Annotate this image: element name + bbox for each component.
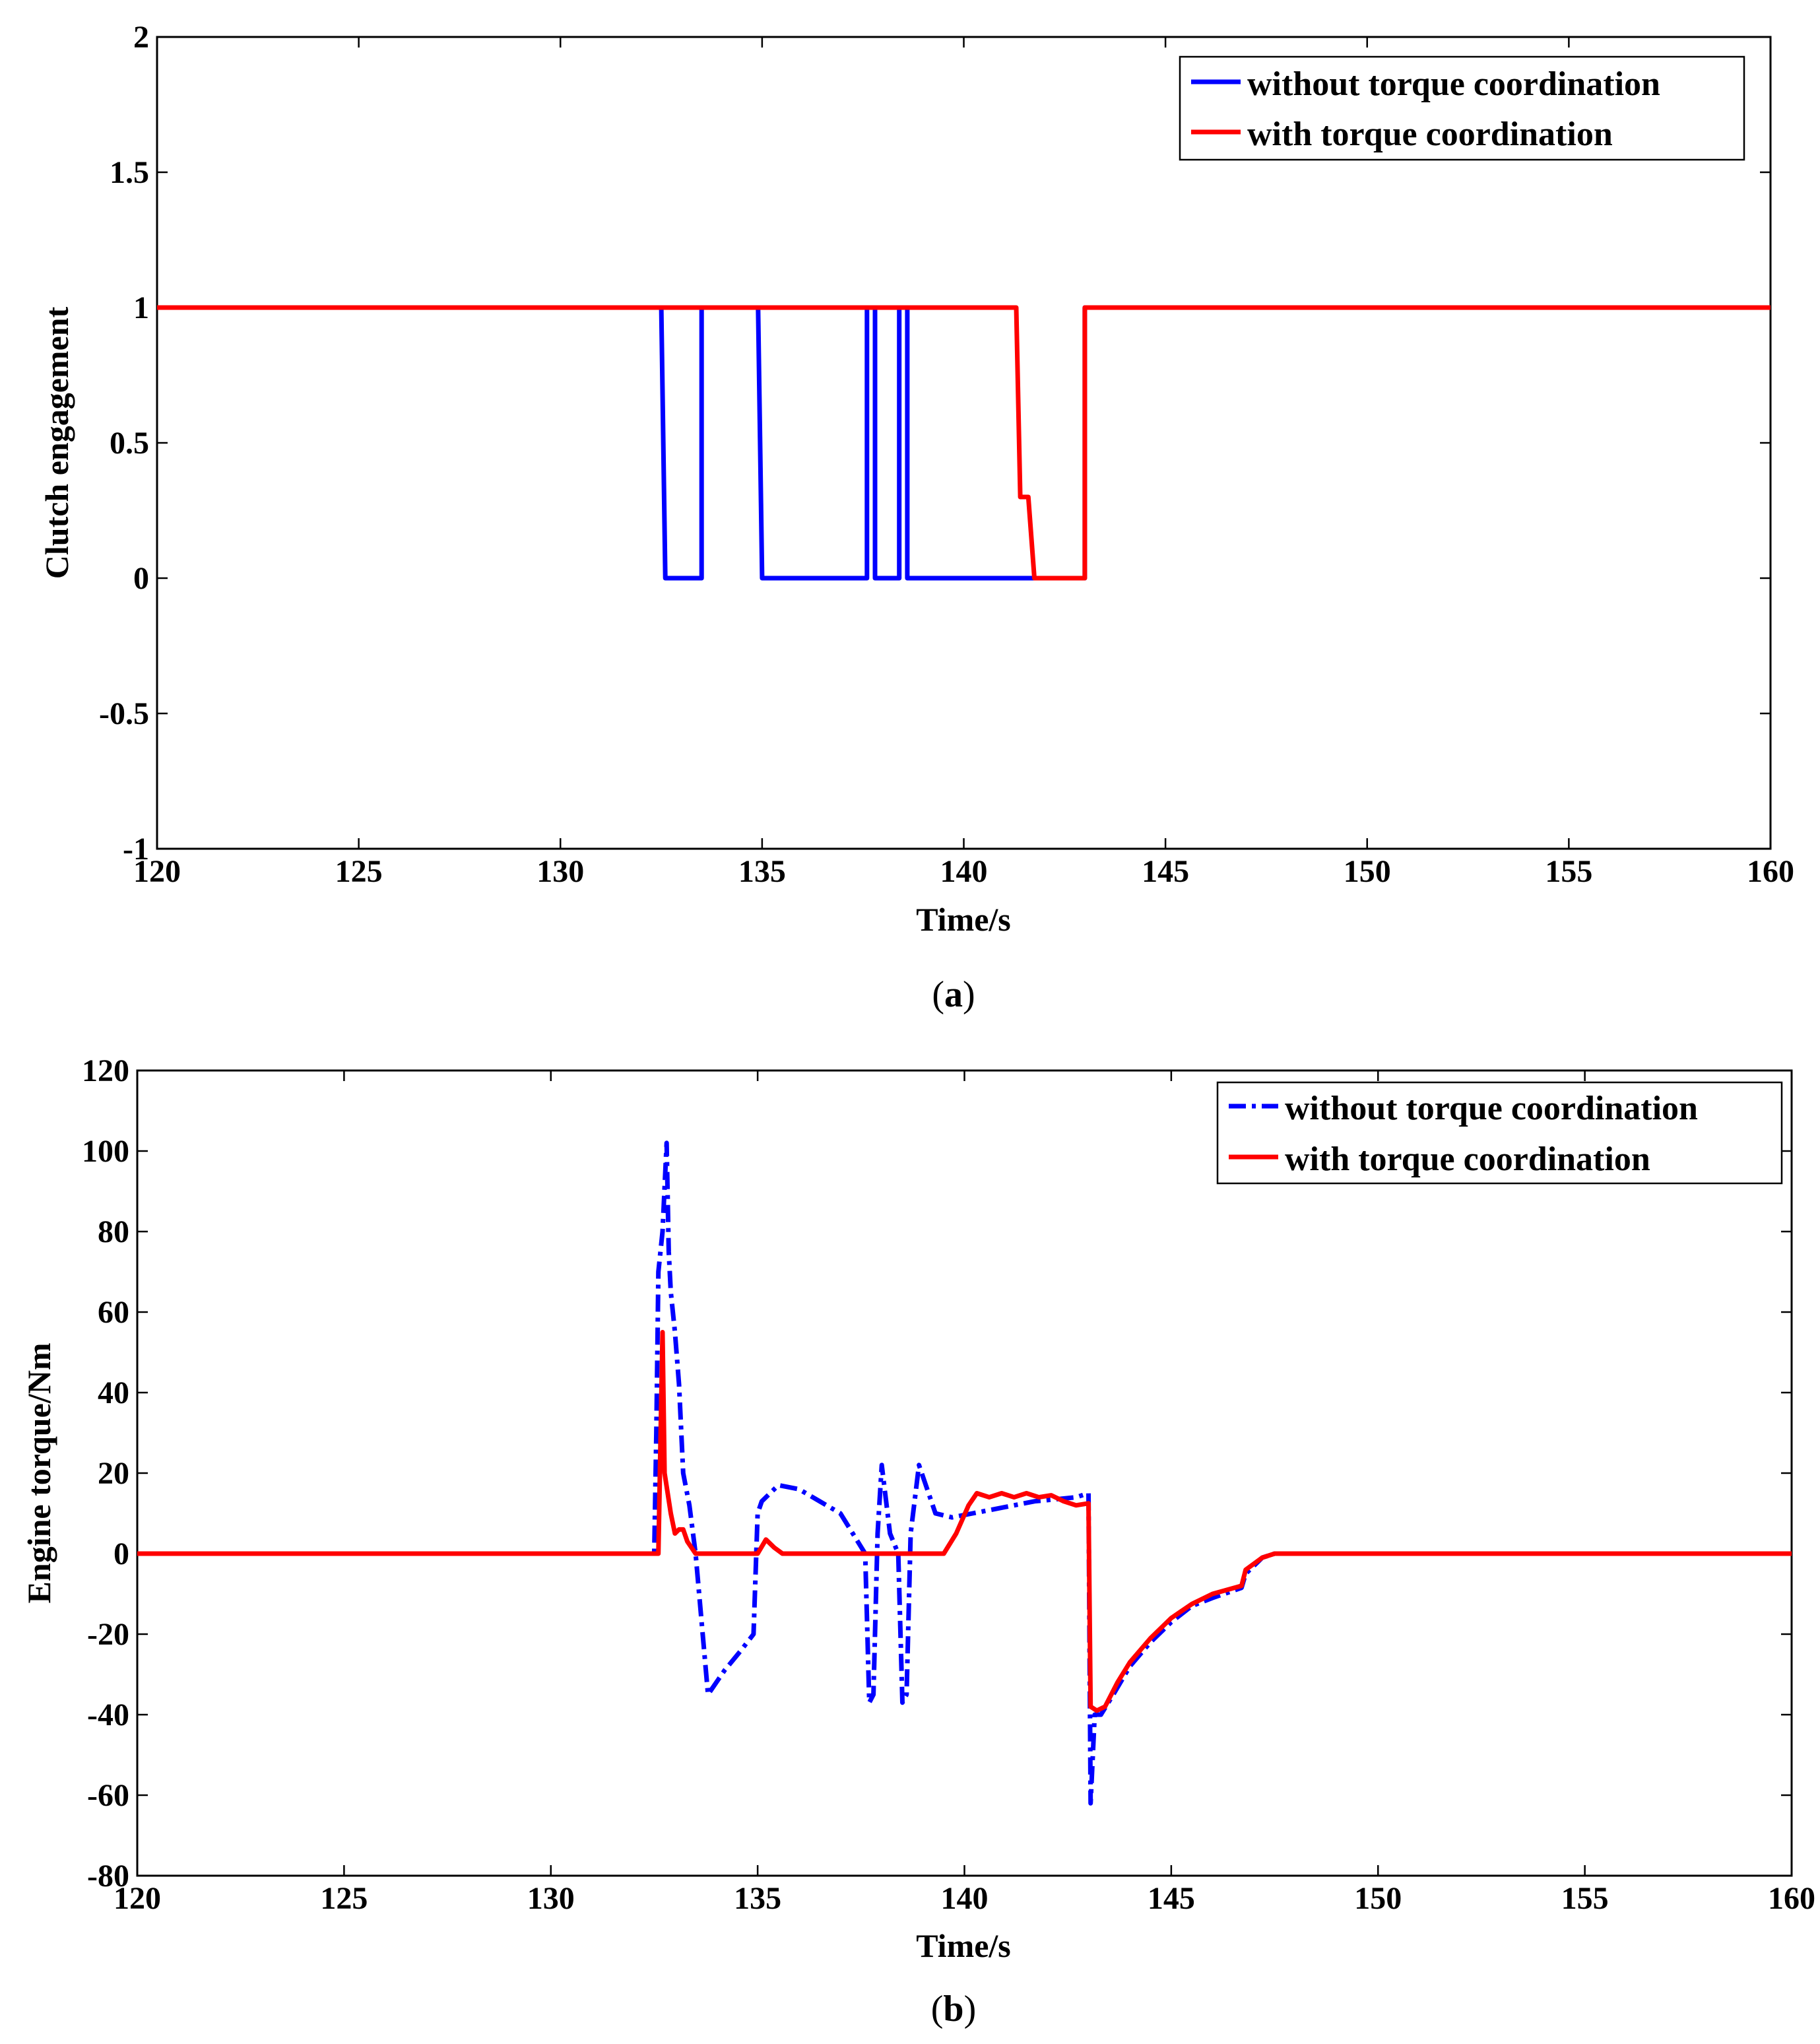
axis-ticks [156,36,1772,850]
y-tick-label: 0 [114,1536,129,1571]
x-tick-label: 140 [941,1881,989,1916]
plot-area-frame [136,1069,1793,1877]
y-tick-label: 60 [98,1295,129,1330]
legend-label-with: with torque coordination [1247,115,1613,153]
legend-label-with: with torque coordination [1285,1140,1650,1178]
caption-close: ) [964,1989,977,2029]
x-tick-label: 125 [335,854,383,889]
y-tick-label: -20 [87,1617,129,1652]
y-axis-label: Engine torque/Nm [20,1343,57,1604]
caption-close: ) [963,974,975,1015]
x-tick-label: 150 [1344,854,1391,889]
x-tick-label: 160 [1768,1881,1815,1916]
x-tick-label: 140 [940,854,988,889]
y-tick-label: 40 [98,1375,129,1410]
x-axis-label: Time/s [916,901,1011,938]
y-tick-label: -40 [87,1698,129,1732]
series-line-with-torque-coordination [137,1330,1792,1713]
y-tick-label: -1 [123,832,149,867]
y-tick-labels: -1 -0.5 0 0.5 1 1.5 2 [99,20,149,867]
legend-label-without: without torque coordination [1285,1090,1698,1127]
y-tick-label: -80 [87,1859,129,1894]
caption-letter: a [944,974,963,1015]
panel-caption-a: (a) [932,974,975,1015]
x-tick-label: 125 [320,1881,368,1916]
x-tick-label: 135 [734,1881,781,1916]
x-tick-labels: 120 125 130 135 140 145 150 155 160 [114,1881,1815,1916]
series-layer [157,305,1771,581]
x-tick-label: 120 [114,1881,161,1916]
panel-caption-b: (b) [931,1989,976,2029]
y-tick-label: 2 [133,20,149,55]
x-tick-label: 155 [1545,854,1592,889]
panel-a-clutch-engagement: 120 125 130 135 140 145 150 155 160 -1 -0.5 0 0.5 1 1… [38,20,1794,1015]
caption-letter: b [943,1989,963,2029]
y-tick-label: -0.5 [99,696,149,731]
legend-label-without: without torque coordination [1247,65,1660,103]
legend: without torque coordination with torque … [1216,1081,1783,1185]
x-tick-label: 150 [1354,1881,1402,1916]
series-line-with-torque-coordination [157,305,1771,581]
series-layer [137,1140,1792,1806]
y-tick-label: 100 [82,1134,129,1169]
panel-b-engine-torque: 120 125 130 135 140 145 150 155 160 -80 -60 -40 -20… [20,1053,1815,2029]
legend-box [1179,55,1745,161]
y-tick-label: 120 [82,1053,129,1088]
x-tick-label: 145 [1148,1881,1195,1916]
x-tick-label: 135 [738,854,786,889]
y-tick-label: 1 [133,290,149,325]
y-tick-labels: -80 -60 -40 -20 0 20 40 60 80 100 120 [82,1053,129,1894]
y-tick-label: -60 [87,1778,129,1813]
legend-box [1216,1081,1783,1185]
x-tick-labels: 120 125 130 135 140 145 150 155 160 [133,854,1794,889]
x-tick-label: 120 [133,854,181,889]
legend: without torque coordination with torque … [1179,55,1745,161]
x-tick-label: 130 [527,1881,575,1916]
x-axis-label: Time/s [916,1927,1011,1964]
x-tick-label: 145 [1142,854,1189,889]
caption-open: ( [932,974,944,1015]
x-tick-label: 155 [1561,1881,1609,1916]
y-tick-label: 20 [98,1456,129,1491]
y-tick-label: 1.5 [110,155,149,190]
y-tick-label: 0.5 [110,426,149,461]
x-tick-label: 160 [1747,854,1794,889]
x-tick-label: 130 [536,854,584,889]
caption-open: ( [931,1989,944,2029]
y-axis-label: Clutch engagement [38,306,75,579]
series-line-without-torque-coordination [137,1140,1792,1806]
y-tick-label: 80 [98,1214,129,1249]
plot-area-frame [156,36,1772,850]
y-tick-label: 0 [133,561,149,596]
